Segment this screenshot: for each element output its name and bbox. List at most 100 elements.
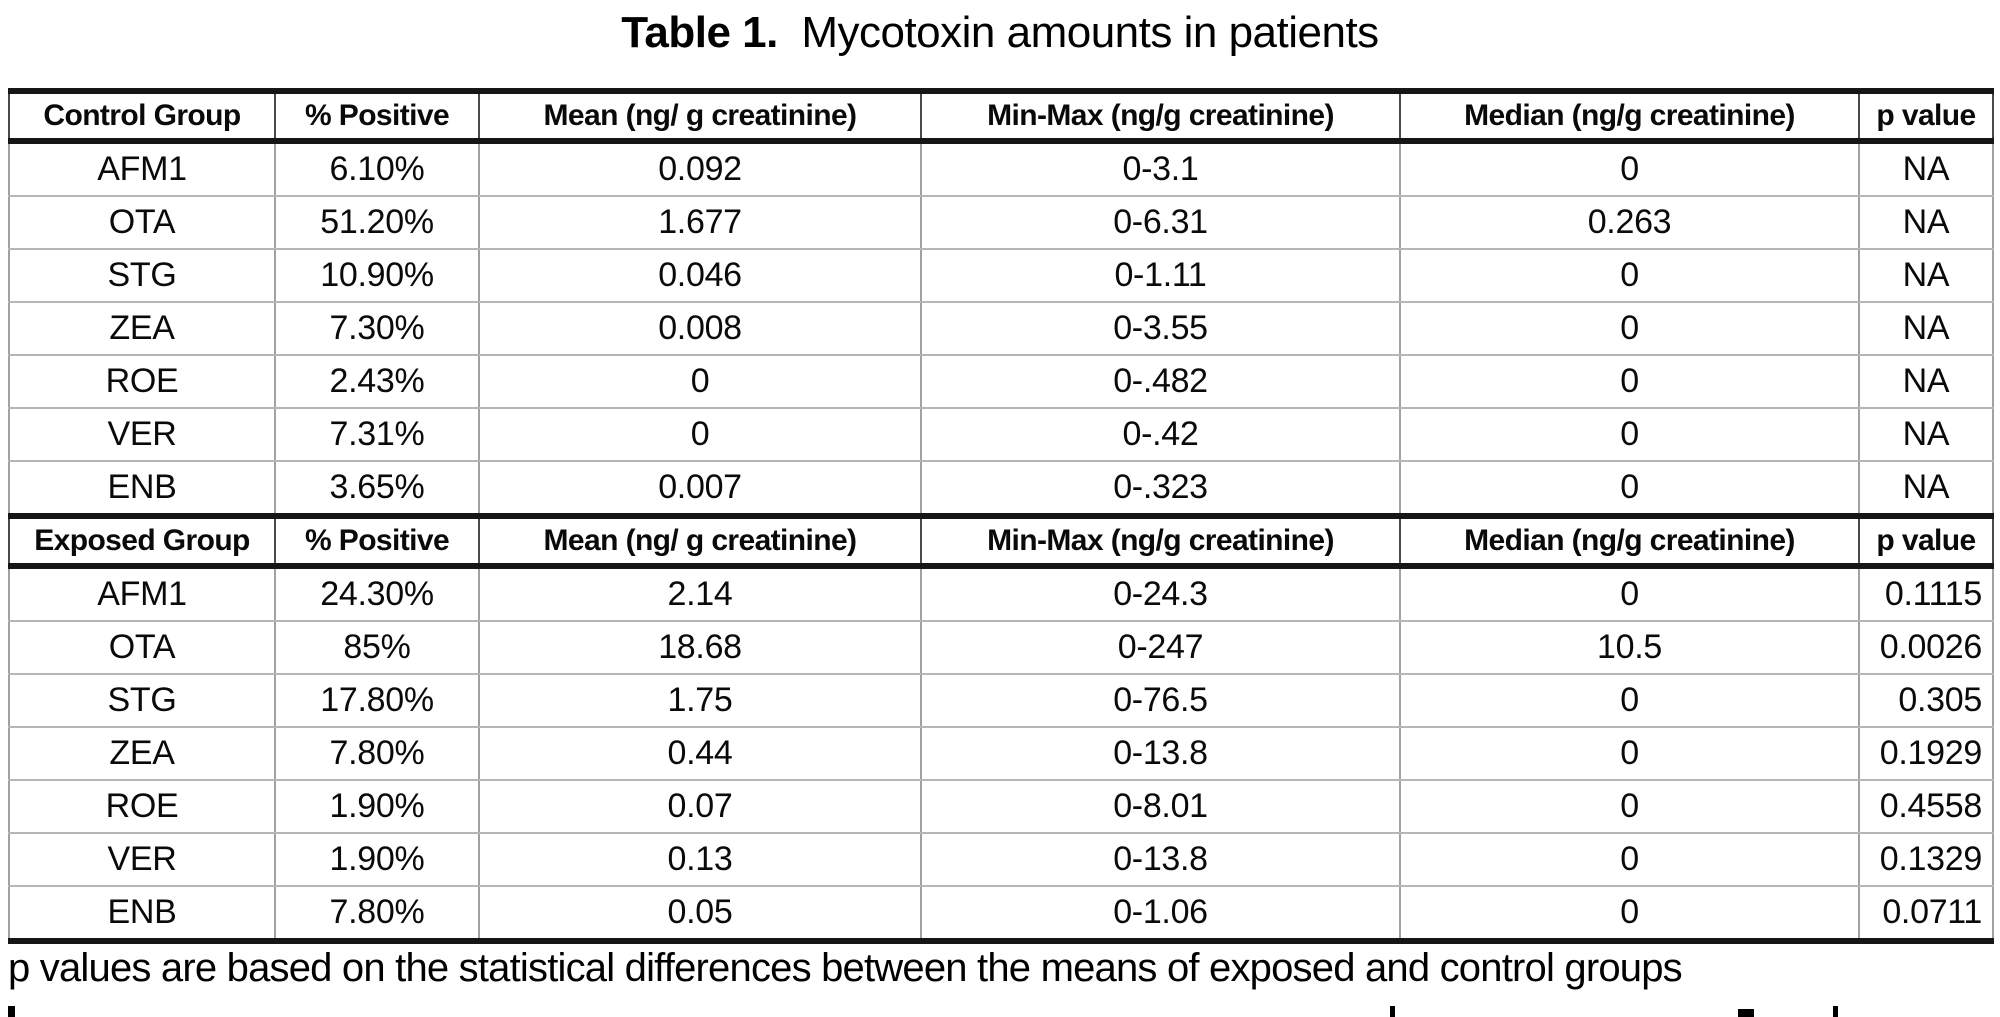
table-cell: 0 (1399, 565, 1860, 622)
table-cell: 0-.323 (920, 460, 1401, 517)
clipped-text-fragment (8, 1006, 15, 1017)
table-row: ROE 2.43% 0 0-.482 0 NA (8, 354, 1994, 409)
table-cell: 0-8.01 (920, 779, 1401, 834)
table-cell: 2.43% (274, 354, 480, 409)
table-cell: 0.13 (478, 832, 922, 887)
table-cell: 7.31% (274, 407, 480, 462)
row-label: ROE (8, 779, 276, 834)
column-header: Min-Max (ng/g creatinine) (920, 88, 1401, 144)
table-cell: 10.5 (1399, 620, 1860, 675)
table-cell: 6.10% (274, 140, 480, 197)
table-cell: 0.1329 (1858, 832, 1994, 887)
table-cell: NA (1858, 195, 1994, 250)
table-cell: 1.677 (478, 195, 922, 250)
row-label: ZEA (8, 301, 276, 356)
table-row: AFM1 6.10% 0.092 0-3.1 0 NA (8, 140, 1994, 197)
table-cell: 0.092 (478, 140, 922, 197)
table-cell: NA (1858, 354, 1994, 409)
table-cell: NA (1858, 460, 1994, 517)
table-caption-text: Mycotoxin amounts in patients (801, 8, 1379, 57)
table-cell: 0 (1399, 832, 1860, 887)
table-cell: 7.80% (274, 726, 480, 781)
exposed-group-header: Exposed Group (8, 513, 276, 569)
table-cell: 0.07 (478, 779, 922, 834)
table-caption-number: Table 1. (621, 8, 778, 57)
table-cell: 0 (1399, 673, 1860, 728)
table-cell: 85% (274, 620, 480, 675)
table-cell: NA (1858, 140, 1994, 197)
table-cell: 0-76.5 (920, 673, 1401, 728)
column-header: Median (ng/g creatinine) (1399, 88, 1860, 144)
table-cell: 0.05 (478, 885, 922, 942)
row-label: STG (8, 673, 276, 728)
control-header-row: Control Group% Positive Mean (ng/ g creat… (8, 88, 1994, 144)
clipped-text-fragment (1390, 1006, 1395, 1017)
column-header: Min-Max (ng/g creatinine) (920, 513, 1401, 569)
table-cell: 1.75 (478, 673, 922, 728)
table-row: ENB 7.80% 0.05 0-1.06 0 0.0711 (8, 885, 1994, 942)
column-header: % Positive (274, 88, 480, 144)
table-row: OTA 51.20% 1.677 0-6.31 0.263 NA (8, 195, 1994, 250)
table-cell: 0-13.8 (920, 726, 1401, 781)
column-header: % Positive (274, 513, 480, 569)
control-group-header: Control Group (8, 88, 276, 144)
table-row: ENB 3.65% 0.007 0-.323 0 NA (8, 460, 1994, 517)
row-label: AFM1 (8, 140, 276, 197)
table-cell: 0.1929 (1858, 726, 1994, 781)
table-cell: 0-13.8 (920, 832, 1401, 887)
table-cell: 0-3.55 (920, 301, 1401, 356)
table-cell: 0-1.11 (920, 248, 1401, 303)
mycotoxin-table: Control Group% Positive Mean (ng/ g creat… (8, 88, 1994, 944)
row-label: STG (8, 248, 276, 303)
table-row: ROE 1.90% 0.07 0-8.01 0 0.4558 (8, 779, 1994, 834)
table-cell: 0-.42 (920, 407, 1401, 462)
table-cell: 18.68 (478, 620, 922, 675)
table-cell: 0.008 (478, 301, 922, 356)
table-cell: NA (1858, 248, 1994, 303)
table-row: OTA 85% 18.68 0-247 10.5 0.0026 (8, 620, 1994, 675)
table-cell: 2.14 (478, 565, 922, 622)
table-cell: NA (1858, 407, 1994, 462)
table-row: STG 10.90% 0.046 0-1.11 0 NA (8, 248, 1994, 303)
row-label: ENB (8, 460, 276, 517)
row-label: OTA (8, 195, 276, 250)
table-caption: Table 1. Mycotoxin amounts in patients (0, 8, 2000, 58)
footnote-text: p values are based on the statistical di… (8, 946, 1683, 990)
table-row: ZEA 7.80% 0.44 0-13.8 0 0.1929 (8, 726, 1994, 781)
table-cell: 0 (478, 354, 922, 409)
table-cell: 0 (1399, 301, 1860, 356)
row-label: AFM1 (8, 565, 276, 622)
row-label: OTA (8, 620, 276, 675)
table-cell: 0 (1399, 885, 1860, 942)
table-cell: 0.0026 (1858, 620, 1994, 675)
table-cell: 0-1.06 (920, 885, 1401, 942)
table-cell: 0 (1399, 407, 1860, 462)
table-row: STG 17.80% 1.75 0-76.5 0 0.305 (8, 673, 1994, 728)
table-cell: 0.44 (478, 726, 922, 781)
table-cell: 17.80% (274, 673, 480, 728)
table-cell: 0.1115 (1858, 565, 1994, 622)
table-row: VER 7.31% 0 0-.42 0 NA (8, 407, 1994, 462)
table-cell: 0 (1399, 460, 1860, 517)
table-cell: 10.90% (274, 248, 480, 303)
row-label: VER (8, 832, 276, 887)
table-row: VER 1.90% 0.13 0-13.8 0 0.1329 (8, 832, 1994, 887)
table-cell: 7.30% (274, 301, 480, 356)
table-cell: 0 (1399, 140, 1860, 197)
table-row: AFM1 24.30% 2.14 0-24.3 0 0.1115 (8, 565, 1994, 622)
table-cell: 7.80% (274, 885, 480, 942)
mycotoxin-table-wrapper: Control Group% Positive Mean (ng/ g creat… (8, 88, 1994, 944)
table-cell: 0.0711 (1858, 885, 1994, 942)
table-cell: 0.4558 (1858, 779, 1994, 834)
table-cell: 0.046 (478, 248, 922, 303)
row-label: ENB (8, 885, 276, 942)
table-cell: 0-24.3 (920, 565, 1401, 622)
table-cell: 1.90% (274, 832, 480, 887)
table-cell: 0.007 (478, 460, 922, 517)
clipped-text-fragment (1833, 1006, 1838, 1017)
row-label: VER (8, 407, 276, 462)
table-cell: 1.90% (274, 779, 480, 834)
table-cell: 0 (1399, 726, 1860, 781)
table-cell: 0 (1399, 248, 1860, 303)
column-header: Mean (ng/ g creatinine) (478, 88, 922, 144)
